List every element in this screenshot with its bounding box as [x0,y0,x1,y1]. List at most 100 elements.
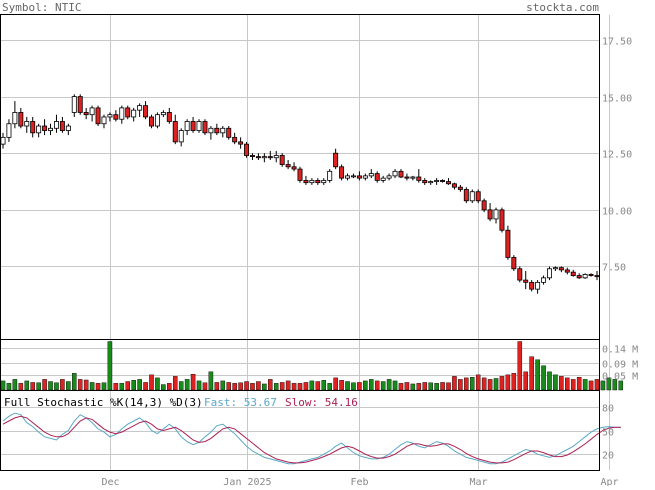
price-candle [267,150,273,161]
price-candle [434,178,440,185]
price-candle [53,114,59,133]
price-candle [196,119,202,133]
volume-bar [196,380,202,391]
price-candle [339,164,345,181]
volume-bar [600,380,606,391]
price-candle [202,119,208,136]
volume-bar [48,381,53,391]
x-tick-label: Jan 2025 [223,477,271,486]
volume-bar [511,373,517,391]
x-tick-label: Dec [101,477,119,486]
price-candle [517,266,523,283]
price-tick-label: 12.50 [602,150,632,161]
price-candle [89,105,95,122]
volume-bar [481,377,487,391]
price-candle [345,173,350,181]
volume-bar [125,381,131,391]
volume-bar [297,383,303,391]
volume-bar [392,380,398,391]
price-candle [588,273,594,277]
volume-bar [535,359,540,391]
volume-bar [89,382,95,391]
volume-bar [339,380,344,391]
volume-bar [618,380,624,391]
price-candle [83,107,89,120]
price-candle [255,153,261,161]
price-candle [499,207,505,233]
price-candle [392,169,398,179]
volume-bar [262,383,267,391]
price-candle [368,169,374,179]
volume-bar [244,381,249,391]
price-candle [547,266,552,281]
stochastic-tick-label: 80 [602,404,614,415]
volume-bar [582,379,588,391]
price-candle [380,175,386,183]
price-candle [451,182,457,190]
volume-bar [149,374,154,391]
price-candle [143,101,149,120]
price-candle [398,169,404,179]
price-candle [6,119,12,142]
volume-bar [505,374,511,391]
volume-bar [36,382,41,391]
volume-bar [6,383,12,391]
volume-bar [606,377,612,391]
price-candle [101,114,107,129]
price-candle [36,123,42,138]
volume-bar [18,383,24,391]
price-tick-label: 17.50 [602,37,632,48]
stochastic-slow-line [2,415,621,464]
price-candle [95,105,101,127]
volume-bar [315,381,321,391]
volume-tick-label: 0.09 M [602,360,638,371]
volume-bar [30,382,35,391]
price-candle [446,178,451,185]
price-candle [0,132,6,149]
volume-bar [178,381,184,391]
volume-bar [95,383,101,391]
volume-bar [529,356,534,391]
price-candle [297,166,303,183]
volume-bar [487,379,493,391]
volume-bar [226,382,231,391]
volume-bar [333,377,338,391]
price-candle [333,148,339,170]
volume-bar [167,383,172,391]
volume-bar [357,382,362,391]
price-candle [190,116,196,133]
x-tick-label: Mar [469,477,487,486]
volume-bar [190,374,196,391]
volume-bar [499,376,505,391]
price-candle [487,203,493,222]
volume-bar [143,382,148,391]
price-candle [475,189,481,204]
price-candle [232,132,238,145]
volume-bar [493,378,499,391]
volume-bar [345,381,350,391]
price-candle [523,271,529,290]
price-tick-label: 15.00 [602,94,632,105]
volume-bar [24,380,30,391]
volume-bar [327,383,332,391]
price-candle [469,189,475,204]
volume-bar [42,379,47,391]
price-candle [18,107,24,129]
price-candle [529,280,535,292]
volume-bar [208,371,214,391]
price-candle [303,175,309,185]
volume-bar [458,379,463,391]
x-tick-label: Feb [350,477,368,486]
price-candle [65,123,71,136]
price-candle [481,198,487,213]
price-candle [416,169,422,183]
price-candle [463,187,469,204]
price-candle [410,175,416,181]
volume-bar [440,382,445,391]
price-candle [131,107,137,122]
volume-bar [279,382,285,391]
volume-bar [398,383,404,391]
price-candle [535,280,541,294]
